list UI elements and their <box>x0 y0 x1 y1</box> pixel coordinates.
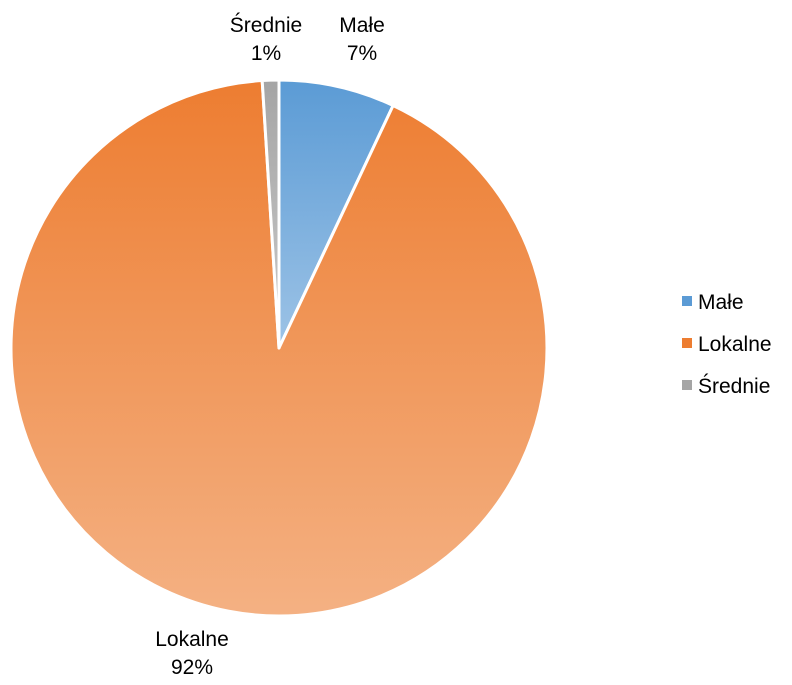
legend-label-srednie: Średnie <box>698 374 770 398</box>
legend-label-male: Małe <box>698 291 744 314</box>
slices-layer <box>9 78 549 618</box>
legend-item-srednie: Średnie <box>682 374 770 398</box>
data-label-value-srednie: 1% <box>251 42 281 65</box>
pie-slice-srednie <box>260 78 281 350</box>
data-label-value-lokalne: 92% <box>171 656 213 679</box>
legend-swatch-lokalne <box>682 338 692 348</box>
legend-label-lokalne: Lokalne <box>698 333 772 356</box>
data-labels-layer: Małe 7% Lokalne 92% Średnie 1% <box>155 13 385 679</box>
legend-swatch-srednie <box>682 380 692 390</box>
data-label-name-male: Małe <box>339 14 385 37</box>
legend-item-lokalne: Lokalne <box>682 333 772 356</box>
data-label-name-lokalne: Lokalne <box>155 628 229 651</box>
legend-item-male: Małe <box>682 291 744 314</box>
data-label-value-male: 7% <box>347 42 377 65</box>
legend: Małe Lokalne Średnie <box>682 291 772 398</box>
legend-swatch-male <box>682 296 692 306</box>
data-label-name-srednie: Średnie <box>230 13 302 37</box>
pie-slice-male <box>277 78 395 350</box>
